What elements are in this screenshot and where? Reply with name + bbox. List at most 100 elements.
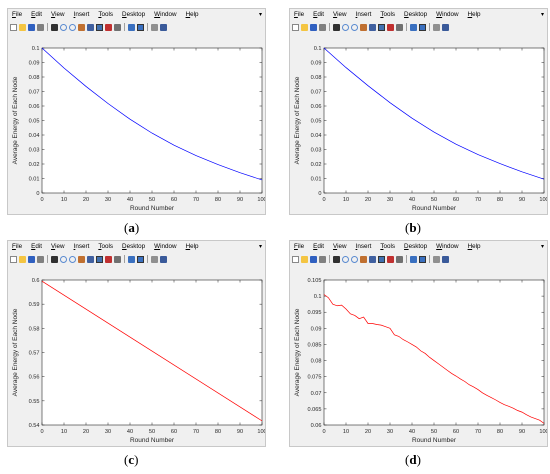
save-icon[interactable]: [310, 23, 317, 31]
zoom-out-icon[interactable]: [351, 23, 358, 31]
menu-insert[interactable]: Insert: [73, 11, 90, 18]
new-figure-icon[interactable]: [292, 255, 299, 263]
menu-view[interactable]: View: [51, 243, 65, 250]
print-icon[interactable]: [37, 255, 44, 263]
menu-window[interactable]: Window: [154, 243, 177, 250]
pan-icon[interactable]: [78, 255, 85, 263]
data-cursor-icon[interactable]: [378, 255, 385, 263]
menu-desktop[interactable]: Desktop: [122, 243, 146, 250]
show-plot-tools-icon[interactable]: [160, 255, 167, 263]
rotate-icon[interactable]: [87, 255, 94, 263]
hide-plot-tools-icon[interactable]: [151, 23, 158, 31]
colorbar-icon[interactable]: [128, 23, 135, 31]
menu-file[interactable]: File: [294, 11, 305, 18]
brush-icon[interactable]: [105, 23, 112, 31]
menu-window[interactable]: Window: [154, 11, 177, 18]
hide-plot-tools-icon[interactable]: [433, 23, 440, 31]
menu-tools[interactable]: Tools: [380, 11, 396, 18]
rotate-icon[interactable]: [369, 255, 376, 263]
menu-window[interactable]: Window: [436, 243, 459, 250]
menu-view[interactable]: View: [51, 11, 65, 18]
legend-icon[interactable]: [137, 255, 144, 263]
save-icon[interactable]: [28, 23, 35, 31]
hide-plot-tools-icon[interactable]: [433, 255, 440, 263]
zoom-in-icon[interactable]: [342, 23, 349, 31]
pan-icon[interactable]: [360, 255, 367, 263]
menu-desktop[interactable]: Desktop: [404, 243, 428, 250]
menu-arrow-icon[interactable]: ▾: [540, 244, 544, 250]
legend-icon[interactable]: [137, 23, 144, 31]
new-figure-icon[interactable]: [10, 255, 17, 263]
menu-view[interactable]: View: [333, 243, 347, 250]
menu-file[interactable]: File: [12, 11, 23, 18]
menu-edit[interactable]: Edit: [31, 11, 43, 18]
menu-edit[interactable]: Edit: [313, 11, 325, 18]
menu-file[interactable]: File: [294, 243, 305, 250]
link-icon[interactable]: [114, 23, 121, 31]
save-icon[interactable]: [28, 255, 35, 263]
zoom-out-icon[interactable]: [69, 23, 76, 31]
pointer-icon[interactable]: [333, 255, 340, 263]
menu-help[interactable]: Help: [185, 243, 199, 250]
data-cursor-icon[interactable]: [96, 255, 103, 263]
menu-tools[interactable]: Tools: [98, 11, 114, 18]
print-icon[interactable]: [319, 255, 326, 263]
zoom-in-icon[interactable]: [342, 255, 349, 263]
data-cursor-icon[interactable]: [378, 23, 385, 31]
menu-help[interactable]: Help: [467, 11, 481, 18]
open-icon[interactable]: [19, 23, 26, 31]
pointer-icon[interactable]: [333, 23, 340, 31]
menu-arrow-icon[interactable]: ▾: [258, 244, 262, 250]
hide-plot-tools-icon[interactable]: [151, 255, 158, 263]
menu-tools[interactable]: Tools: [380, 243, 396, 250]
link-icon[interactable]: [114, 255, 121, 263]
menu-insert[interactable]: Insert: [355, 11, 372, 18]
colorbar-icon[interactable]: [410, 255, 417, 263]
menu-desktop[interactable]: Desktop: [122, 11, 146, 18]
brush-icon[interactable]: [387, 255, 394, 263]
print-icon[interactable]: [37, 23, 44, 31]
rotate-icon[interactable]: [369, 23, 376, 31]
menu-file[interactable]: File: [12, 243, 23, 250]
menu-arrow-icon[interactable]: ▾: [540, 12, 544, 18]
menu-tools[interactable]: Tools: [98, 243, 114, 250]
save-icon[interactable]: [310, 255, 317, 263]
new-figure-icon[interactable]: [10, 23, 17, 31]
pan-icon[interactable]: [78, 23, 85, 31]
zoom-in-icon[interactable]: [60, 23, 67, 31]
open-icon[interactable]: [301, 255, 308, 263]
colorbar-icon[interactable]: [410, 23, 417, 31]
show-plot-tools-icon[interactable]: [442, 23, 449, 31]
show-plot-tools-icon[interactable]: [442, 255, 449, 263]
print-icon[interactable]: [319, 23, 326, 31]
menu-help[interactable]: Help: [185, 11, 199, 18]
menu-window[interactable]: Window: [436, 11, 459, 18]
zoom-in-icon[interactable]: [60, 255, 67, 263]
data-cursor-icon[interactable]: [96, 23, 103, 31]
new-figure-icon[interactable]: [292, 23, 299, 31]
pointer-icon[interactable]: [51, 255, 58, 263]
menu-edit[interactable]: Edit: [31, 243, 43, 250]
legend-icon[interactable]: [419, 23, 426, 31]
zoom-out-icon[interactable]: [69, 255, 76, 263]
open-icon[interactable]: [301, 23, 308, 31]
brush-icon[interactable]: [387, 23, 394, 31]
legend-icon[interactable]: [419, 255, 426, 263]
brush-icon[interactable]: [105, 255, 112, 263]
link-icon[interactable]: [396, 23, 403, 31]
pointer-icon[interactable]: [51, 23, 58, 31]
menu-insert[interactable]: Insert: [73, 243, 90, 250]
zoom-out-icon[interactable]: [351, 255, 358, 263]
open-icon[interactable]: [19, 255, 26, 263]
menu-desktop[interactable]: Desktop: [404, 11, 428, 18]
menu-arrow-icon[interactable]: ▾: [258, 12, 262, 18]
pan-icon[interactable]: [360, 23, 367, 31]
menu-edit[interactable]: Edit: [313, 243, 325, 250]
menu-help[interactable]: Help: [467, 243, 481, 250]
link-icon[interactable]: [396, 255, 403, 263]
show-plot-tools-icon[interactable]: [160, 23, 167, 31]
colorbar-icon[interactable]: [128, 255, 135, 263]
rotate-icon[interactable]: [87, 23, 94, 31]
menu-insert[interactable]: Insert: [355, 243, 372, 250]
menu-view[interactable]: View: [333, 11, 347, 18]
